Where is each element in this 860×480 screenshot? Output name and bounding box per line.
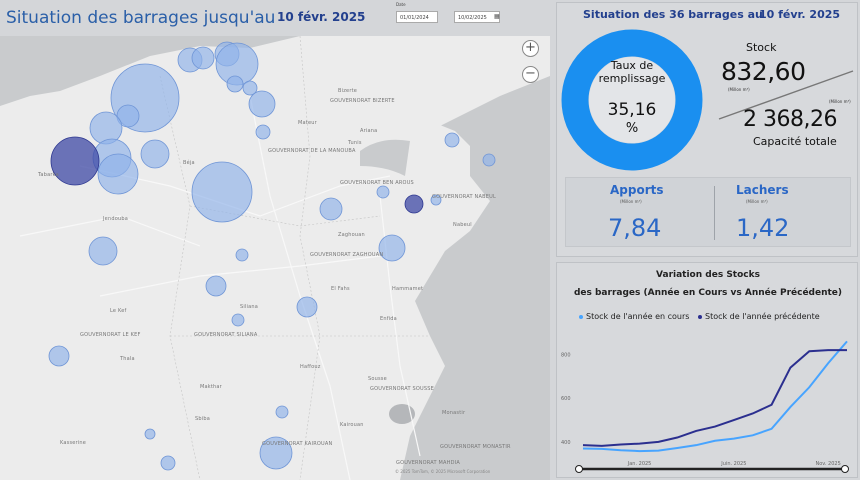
series-line-current[interactable]: [582, 340, 848, 453]
inflow-outflow-box: Apports (Millon m³) 7,84 Lachers (Millon…: [565, 177, 851, 247]
donut-remaining-arc: [561, 29, 703, 171]
map-label-gov-manouba: GOUVERNORAT DE LA MANOUBA: [268, 148, 356, 154]
map-label-kairouan: Kairouan: [340, 422, 364, 428]
map-label-sousse: Sousse: [368, 376, 387, 382]
x-tick-label: Nov. 2025: [816, 461, 841, 467]
x-tick-label: Jan. 2025: [627, 461, 652, 467]
map-attribution[interactable]: © 2025 TomTom, © 2025 Microsoft Corporat…: [395, 469, 491, 474]
y-tick-label: 800: [561, 352, 571, 358]
apports-value: 7,84: [608, 214, 662, 242]
legend-label-current[interactable]: Stock de l'année en cours: [586, 312, 690, 321]
map-canvas: [0, 36, 550, 480]
chart-title-line2: des barrages (Année en Cours vs Année Pr…: [573, 288, 843, 298]
map-label-tunis: Tunis: [348, 140, 362, 146]
summary-date: 10 févr. 2025: [759, 8, 841, 21]
y-tick-label: 600: [561, 396, 571, 402]
summary-title: Situation des 36 barrages au: [583, 8, 763, 21]
page-header: Situation des barrages jusqu'au 10 févr.…: [0, 0, 555, 36]
zoom-in-button[interactable]: +: [522, 40, 539, 57]
stock-unit: (Millon m³): [728, 87, 750, 92]
apports-label: Apports: [610, 183, 664, 197]
y-tick-label: 400: [561, 440, 571, 446]
x-tick-label: Juin. 2025: [720, 461, 746, 467]
page-date: 10 févr. 2025: [277, 10, 366, 24]
map-label-gov-monastir: GOUVERNORAT MONASTIR: [440, 444, 511, 450]
capacity-unit: (Millon m³): [829, 99, 851, 104]
chart-title-line1: Variation des Stocks: [656, 270, 760, 280]
map-label-gov-mahdia: GOUVERNORAT MAHDIA: [396, 460, 460, 466]
calendar-icon[interactable]: ▦: [494, 13, 500, 20]
map-label-beja: Béja: [183, 160, 195, 166]
map-label-enfida: Enfida: [380, 316, 397, 322]
date-range-filter[interactable]: Date 01/01/2024 10/02/2025 ▦: [396, 2, 506, 26]
map-label-monastir: Monastir: [442, 410, 466, 416]
capacity-label: Capacité totale: [753, 135, 837, 148]
map-label-lekef: Le Kef: [110, 308, 127, 314]
map-label-kasserine: Kasserine: [60, 440, 87, 446]
legend-label-previous[interactable]: Stock de l'année précédente: [704, 312, 820, 321]
date-end-input[interactable]: 10/02/2025: [454, 11, 500, 23]
chart-legend: Stock de l'année en cours Stock de l'ann…: [579, 312, 820, 321]
stock-line-chart[interactable]: 400 600 800 Jan. 2025 Juin. 2025 Nov. 2025: [557, 323, 857, 478]
map-label-elfahs: El Fahs: [331, 286, 350, 292]
summary-panel: Situation des 36 barrages au 10 févr. 20…: [556, 2, 858, 257]
map-label-siliana: Siliana: [240, 304, 259, 310]
stock-value: 832,60: [721, 57, 806, 86]
map-label-jendouba: Jendouba: [103, 216, 128, 222]
date-filter-label: Date: [396, 2, 406, 7]
map-label-gov-zaghouan: GOUVERNORAT ZAGHOUAN: [310, 252, 384, 258]
lachers-value: 1,42: [736, 214, 790, 242]
fill-rate-value: 35,16: [607, 100, 657, 120]
zoom-out-button[interactable]: −: [522, 66, 539, 83]
map-label-gov-sousse: GOUVERNORAT SOUSSE: [370, 386, 435, 392]
stock-capacity-divider: [718, 70, 854, 120]
map-label-mateur: Mateur: [298, 120, 317, 126]
map-label-tabarka: Tabarka: [38, 172, 59, 178]
stock-label: Stock: [746, 41, 777, 54]
page-title: Situation des barrages jusqu'au: [6, 8, 276, 28]
map-label-gov-lekef: GOUVERNORAT LE KEF: [80, 332, 141, 338]
fill-rate-donut[interactable]: Taux de remplissage 35,16 %: [557, 25, 707, 175]
map-label-gov-bizerte: GOUVERNORAT BIZERTE: [330, 98, 395, 104]
map-label-haffouz: Haffouz: [300, 364, 321, 370]
fill-rate-unit: %: [625, 121, 639, 136]
slider-end-handle[interactable]: [841, 465, 849, 473]
dam-map[interactable]: Bizerte GOUVERNORAT BIZERTE Mateur Béja …: [0, 36, 550, 480]
map-label-gov-kairouan: GOUVERNORAT KAIROUAN: [262, 441, 333, 447]
dam-bubbles: [48, 41, 496, 471]
donut-chart: [561, 29, 703, 171]
date-start-input[interactable]: 01/01/2024: [396, 11, 438, 23]
lachers-label: Lachers: [736, 183, 789, 197]
fill-rate-label: Taux de remplissage: [598, 59, 666, 85]
map-label-sbiba: Sbiba: [195, 416, 210, 422]
map-label-bizerte: Bizerte: [338, 88, 358, 94]
map-label-makthar: Makthar: [200, 384, 222, 390]
slider-start-handle[interactable]: [575, 465, 583, 473]
map-label-thala: Thala: [120, 356, 135, 362]
map-label-gov-nabeul: GOUVERNORAT NABEUL: [432, 194, 496, 200]
map-label-gov-benarous: GOUVERNORAT BEN AROUS: [340, 180, 414, 186]
map-label-ariana: Ariana: [360, 128, 378, 134]
apports-unit: (Millon m³): [620, 199, 642, 204]
lachers-unit: (Millon m³): [746, 199, 768, 204]
stock-variation-panel: Variation des Stocks des barrages (Année…: [556, 262, 858, 478]
map-label-nabeul: Nabeul: [453, 222, 472, 228]
kpi-divider: [714, 186, 715, 240]
legend-marker-current: [579, 314, 583, 319]
capacity-value: 2 368,26: [743, 107, 837, 132]
series-line-previous[interactable]: [582, 349, 847, 447]
legend-marker-previous: [697, 314, 702, 319]
map-label-zaghouan: Zaghouan: [338, 232, 365, 238]
map-label-hammamet: Hammamet: [392, 286, 424, 292]
map-label-gov-siliana: GOUVERNORAT SILIANA: [194, 332, 258, 338]
